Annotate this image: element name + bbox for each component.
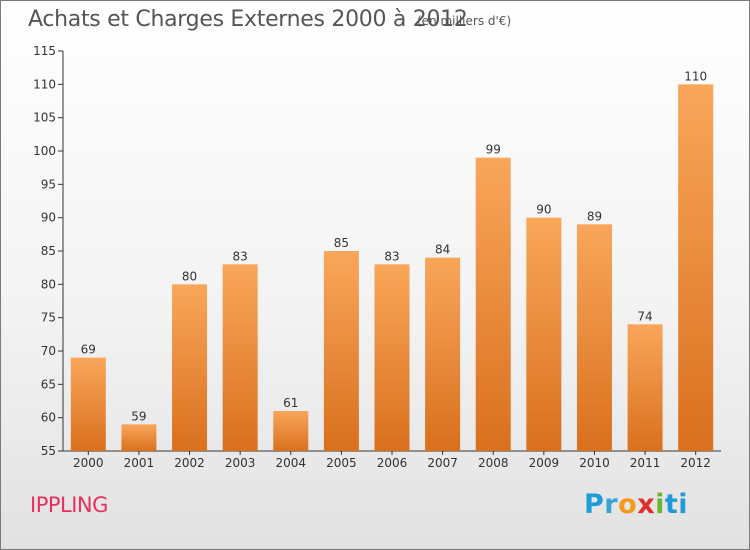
bar-2001 <box>121 424 157 451</box>
data-label: 90 <box>536 203 551 217</box>
data-label: 84 <box>435 243 450 257</box>
data-label: 59 <box>131 409 146 423</box>
y-tick-label: 100 <box>33 144 56 158</box>
proxiti-logo: Proxiti <box>584 489 689 520</box>
bar-2004 <box>273 411 309 451</box>
x-tick-label: 2012 <box>680 456 711 470</box>
bar-2008 <box>475 157 511 451</box>
data-label: 83 <box>233 249 248 263</box>
chart-title: Achats et Charges Externes 2000 à 2012 <box>28 7 468 32</box>
y-tick-label: 110 <box>33 77 56 91</box>
x-tick-label: 2006 <box>377 456 408 470</box>
y-tick-label: 70 <box>41 344 56 358</box>
chart-subtitle: (en milliers d'€) <box>417 14 512 28</box>
x-tick-label: 2009 <box>529 456 560 470</box>
data-label: 99 <box>486 143 501 157</box>
bar-2006 <box>374 264 410 451</box>
y-tick-label: 60 <box>41 411 56 425</box>
x-tick-label: 2007 <box>427 456 458 470</box>
bar-2002 <box>172 284 208 451</box>
x-tick-label: 2010 <box>579 456 610 470</box>
bar-2012 <box>678 84 714 451</box>
data-label: 61 <box>283 396 298 410</box>
data-label: 80 <box>182 269 197 283</box>
y-tick-label: 75 <box>41 311 56 325</box>
y-tick-label: 80 <box>41 277 56 291</box>
bar-2005 <box>323 251 359 451</box>
x-tick-label: 2011 <box>630 456 661 470</box>
data-label: 83 <box>384 249 399 263</box>
x-tick-label: 2000 <box>73 456 104 470</box>
data-label: 89 <box>587 209 602 223</box>
commune-name: IPPLING <box>30 493 108 517</box>
y-tick-label: 65 <box>41 377 56 391</box>
x-tick-label: 2001 <box>124 456 155 470</box>
x-tick-label: 2003 <box>225 456 256 470</box>
y-tick-label: 90 <box>41 211 56 225</box>
data-label: 69 <box>81 343 96 357</box>
bar-2000 <box>70 357 106 451</box>
x-tick-label: 2008 <box>478 456 509 470</box>
bar-2011 <box>627 324 663 451</box>
y-tick-label: 115 <box>33 44 56 58</box>
data-label: 74 <box>637 309 652 323</box>
data-label: 85 <box>334 236 349 250</box>
y-tick-label: 55 <box>41 444 56 458</box>
y-tick-label: 105 <box>33 111 56 125</box>
x-tick-label: 2005 <box>326 456 357 470</box>
data-label: 110 <box>684 69 707 83</box>
x-tick-label: 2004 <box>275 456 306 470</box>
y-tick-label: 95 <box>41 177 56 191</box>
y-tick-label: 85 <box>41 244 56 258</box>
bar-2010 <box>576 224 612 451</box>
x-tick-label: 2002 <box>174 456 205 470</box>
bar-2003 <box>222 264 258 451</box>
bar-2007 <box>425 257 461 451</box>
bar-2009 <box>526 217 562 451</box>
